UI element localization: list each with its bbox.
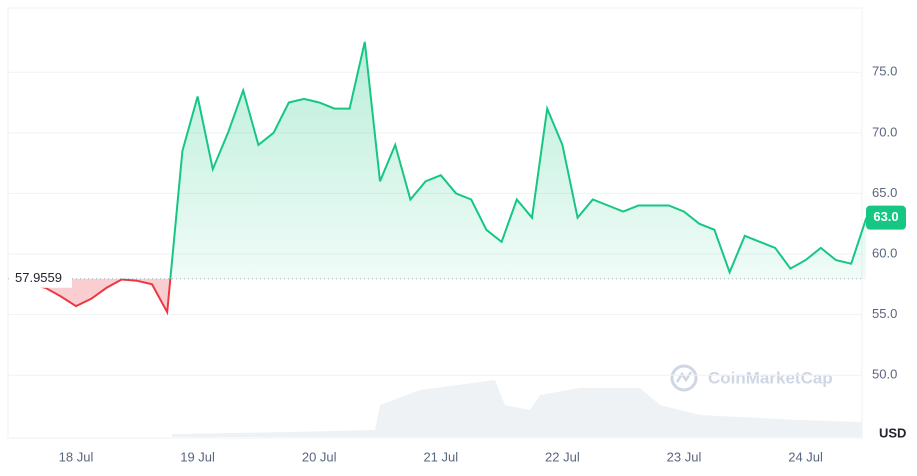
y-tick-label: 50.0 (872, 367, 897, 382)
current-price-badge (866, 205, 906, 230)
y-unit-label: USD (879, 425, 906, 440)
x-tick-label: 20 Jul (302, 449, 337, 464)
current-price-label: 63.0 (873, 209, 898, 224)
price-line-up (15, 41, 866, 279)
y-tick-label: 70.0 (872, 124, 897, 139)
plot-frame (7, 7, 863, 439)
y-tick-label: 75.0 (872, 64, 897, 79)
watermark: CoinMarketCap (708, 368, 833, 387)
volume-area (172, 380, 862, 437)
baseline-label-bg (10, 269, 72, 288)
x-tick-label: 21 Jul (423, 449, 458, 464)
x-tick-label: 18 Jul (59, 449, 94, 464)
watermark-logo (670, 364, 698, 392)
price-line-down (14, 278, 172, 316)
area-above-baseline (15, 41, 866, 279)
x-tick-label: 19 Jul (180, 449, 215, 464)
baseline-label: 57.9559 (15, 270, 62, 285)
y-tick-label: 65.0 (872, 185, 897, 200)
x-tick-label: 24 Jul (788, 449, 823, 464)
y-tick-label: 55.0 (872, 306, 897, 321)
x-tick-label: 22 Jul (545, 449, 580, 464)
x-tick-label: 23 Jul (667, 449, 702, 464)
y-tick-label: 60.0 (872, 245, 897, 260)
